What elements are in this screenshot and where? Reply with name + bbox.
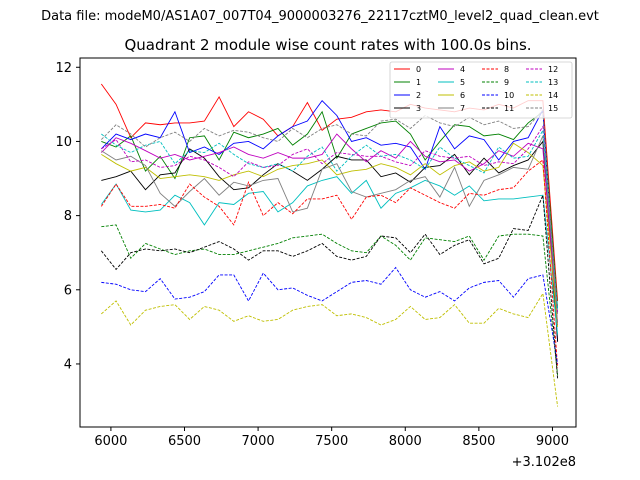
y-tick-label: 4 [64,357,72,372]
series-line-6 [101,142,559,327]
x-tick-label: 7500 [315,434,348,449]
suptitle: Data file: modeM0/AS1A07_007T04_90000032… [41,9,599,24]
y-tick-label: 6 [64,283,72,298]
y-tick-label: 12 [55,61,72,76]
x-tick-label: 8500 [462,434,495,449]
series-line-10 [101,266,559,365]
series-line-5 [100,176,559,335]
series-line-3 [101,140,559,342]
legend-label-14: 14 [548,91,558,100]
x-axis: 6000 6500 7000 7500 8000 8500 9000 [94,427,569,449]
x-offset-label: +3.102e8 [512,455,576,470]
legend-label-4: 4 [460,65,465,74]
series-line-12 [101,125,559,313]
x-tick-label: 6500 [168,434,201,449]
y-tick-label: 10 [55,135,72,150]
series-line-7 [101,135,559,314]
legend-label-11: 11 [504,104,514,113]
legend-label-15: 15 [548,104,558,113]
y-tick-label: 8 [64,209,72,224]
plot-frame [79,57,577,428]
x-tick-label: 9000 [536,434,569,449]
x-tick-label: 6000 [94,434,127,449]
legend-frame [389,61,573,119]
series-line-8 [100,159,559,368]
legend-label-1: 1 [416,78,421,87]
series-line-13 [101,128,559,311]
legend-label-0: 0 [416,65,421,74]
series-line-1 [101,110,559,309]
x-tick-label: 7000 [242,434,275,449]
legend-label-3: 3 [416,104,421,113]
series-line-4 [101,133,559,324]
legend-label-7: 7 [460,104,465,113]
series-line-11 [100,195,559,379]
plot-area [80,58,576,427]
x-tick-label: 8000 [389,434,422,449]
legend-label-5: 5 [460,78,465,87]
series-line-15 [101,108,559,326]
series-line-2 [101,99,559,342]
series-layer [100,83,559,407]
series-line-9 [101,224,559,376]
legend-label-9: 9 [504,78,509,87]
legend-label-10: 10 [504,91,514,100]
legend-label-8: 8 [504,65,509,74]
chart-title: Quadrant 2 module wise count rates with … [124,36,531,54]
legend-label-13: 13 [548,78,558,87]
series-line-14 [101,292,559,407]
y-axis: 4 6 8 10 12 [55,61,80,372]
legend-label-6: 6 [460,91,465,100]
legend-label-12: 12 [548,65,558,74]
legend-label-2: 2 [416,91,421,100]
